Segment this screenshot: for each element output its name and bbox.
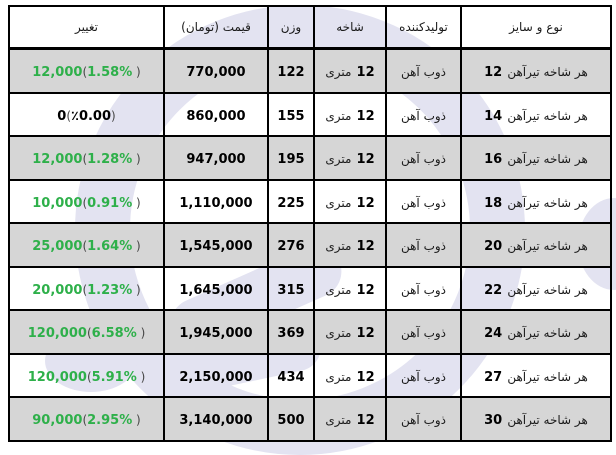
cell-type-size: هر شاخه تیرآهن 22 [460,265,612,311]
rebar-price-table: نوع و سایز تولیدکننده شاخه وزن قیمت (تومان) ت… [8,5,612,442]
cell-producer: ذوب آهن [385,396,462,442]
col-header-producer: تولیدکننده [385,5,462,50]
cell-producer: ذوب آهن [385,178,462,224]
cell-producer: ذوب آهن [385,309,462,355]
change-value-zero: 0(٪0.00) [57,108,116,124]
cell-price: 770,000 [163,47,269,94]
table-row: هر شاخه تیرآهن 12 ذوب آهن 12 متری 122 770,00… [8,47,612,94]
change-value-up: 20,000(1.23% ) [32,282,141,298]
cell-change: 25,000(1.64% ) [8,222,165,268]
cell-weight: 225 [267,178,315,224]
cell-weight: 315 [267,265,315,311]
cell-type-size: هر شاخه تیرآهن 16 [460,135,612,181]
col-header-type-size: نوع و سایز [460,5,612,50]
cell-type-size: هر شاخه تیرآهن 20 [460,222,612,268]
cell-branch: 12 متری [313,178,387,224]
cell-producer: ذوب آهن [385,265,462,311]
table-row: هر شاخه تیرآهن 27 ذوب آهن 12 متری 434 2,150,… [8,352,612,398]
table-row: هر شاخه تیرآهن 18 ذوب آهن 12 متری 225 1,110,… [8,178,612,224]
cell-type-size: هر شاخه تیرآهن 27 [460,352,612,398]
cell-branch: 12 متری [313,222,387,268]
cell-type-size: هر شاخه تیرآهن 14 [460,91,612,137]
cell-weight: 369 [267,309,315,355]
cell-producer: ذوب آهن [385,222,462,268]
cell-producer: ذوب آهن [385,91,462,137]
cell-change: 10,000(0.91% ) [8,178,165,224]
table-row: هر شاخه تیرآهن 24 ذوب آهن 12 متری 369 1,945,… [8,309,612,355]
cell-branch: 12 متری [313,265,387,311]
cell-price: 1,110,000 [163,178,269,224]
cell-weight: 276 [267,222,315,268]
cell-branch: 12 متری [313,352,387,398]
cell-price: 1,645,000 [163,265,269,311]
cell-weight: 122 [267,47,315,94]
cell-branch: 12 متری [313,91,387,137]
change-value-up: 12,000(1.28% ) [32,152,141,168]
table-row: هر شاخه تیرآهن 14 ذوب آهن 12 متری 155 860,00… [8,91,612,137]
col-header-weight: وزن [267,5,315,50]
cell-price: 2,150,000 [163,352,269,398]
header-row: نوع و سایز تولیدکننده شاخه وزن قیمت (تومان) ت… [8,5,612,50]
cell-change: 120,000(5.91% ) [8,352,165,398]
col-header-branch: شاخه [313,5,387,50]
change-value-up: 25,000(1.64% ) [32,239,141,255]
table-row: هر شاخه تیرآهن 16 ذوب آهن 12 متری 195 947,00… [8,135,612,181]
cell-change: 120,000(6.58% ) [8,309,165,355]
cell-price: 3,140,000 [163,396,269,442]
cell-branch: 12 متری [313,309,387,355]
cell-branch: 12 متری [313,396,387,442]
change-value-up: 120,000(6.58% ) [27,326,146,342]
cell-type-size: هر شاخه تیرآهن 12 [460,47,612,94]
cell-branch: 12 متری [313,47,387,94]
rebar-price-screen: نوع و سایز تولیدکننده شاخه وزن قیمت (تومان) ت… [8,5,616,455]
cell-change: 90,000(2.95% ) [8,396,165,442]
cell-producer: ذوب آهن [385,47,462,94]
cell-type-size: هر شاخه تیرآهن 30 [460,396,612,442]
cell-weight: 155 [267,91,315,137]
cell-price: 860,000 [163,91,269,137]
col-header-change: تغییر [8,5,165,50]
cell-type-size: هر شاخه تیرآهن 24 [460,309,612,355]
change-value-up: 120,000(5.91% ) [27,369,146,385]
cell-branch: 12 متری [313,135,387,181]
cell-weight: 434 [267,352,315,398]
cell-weight: 500 [267,396,315,442]
table-body: هر شاخه تیرآهن 12 ذوب آهن 12 متری 122 770,00… [8,47,612,442]
cell-weight: 195 [267,135,315,181]
cell-price: 947,000 [163,135,269,181]
cell-change: 0(٪0.00) [8,91,165,137]
cell-price: 1,945,000 [163,309,269,355]
cell-producer: ذوب آهن [385,352,462,398]
change-value-up: 90,000(2.95% ) [32,413,141,429]
cell-type-size: هر شاخه تیرآهن 18 [460,178,612,224]
cell-change: 20,000(1.23% ) [8,265,165,311]
change-value-up: 12,000(1.58% ) [32,65,141,81]
table-row: هر شاخه تیرآهن 20 ذوب آهن 12 متری 276 1,545,… [8,222,612,268]
cell-price: 1,545,000 [163,222,269,268]
cell-change: 12,000(1.28% ) [8,135,165,181]
col-header-price: قیمت (تومان) [163,5,269,50]
cell-change: 12,000(1.58% ) [8,47,165,94]
table-row: هر شاخه تیرآهن 22 ذوب آهن 12 متری 315 1,645,… [8,265,612,311]
change-value-up: 10,000(0.91% ) [32,195,141,211]
cell-producer: ذوب آهن [385,135,462,181]
table-row: هر شاخه تیرآهن 30 ذوب آهن 12 متری 500 3,140,… [8,396,612,442]
